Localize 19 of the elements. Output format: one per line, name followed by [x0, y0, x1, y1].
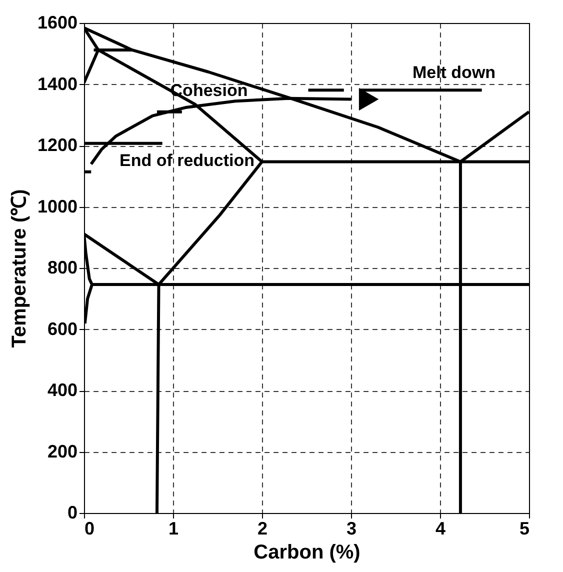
x-axis-title: Carbon (%)	[254, 542, 360, 564]
annotation: Melt down	[412, 63, 496, 82]
y-tick-label: 1200	[37, 135, 78, 155]
y-tick-label: 0	[67, 502, 78, 522]
x-tick-label: 5	[519, 518, 530, 538]
y-tick-label: 1600	[37, 12, 78, 32]
x-tick-label: 1	[168, 518, 179, 538]
annotation: End of reduction	[119, 151, 255, 170]
y-axis-title: Temperature (℃)	[8, 189, 30, 348]
x-tick-label: 2	[257, 518, 268, 538]
y-tick-label: 400	[47, 380, 78, 400]
y-tick-label: 600	[47, 318, 78, 339]
y-tick-label: 800	[47, 258, 78, 278]
y-tick-label: 200	[47, 441, 78, 462]
x-tick-label: 4	[435, 518, 446, 538]
y-tick-label: 1000	[37, 196, 78, 216]
y-tick-label: 1400	[37, 74, 78, 94]
x-tick-label: 0	[84, 518, 95, 538]
x-tick-label: 3	[346, 518, 357, 538]
